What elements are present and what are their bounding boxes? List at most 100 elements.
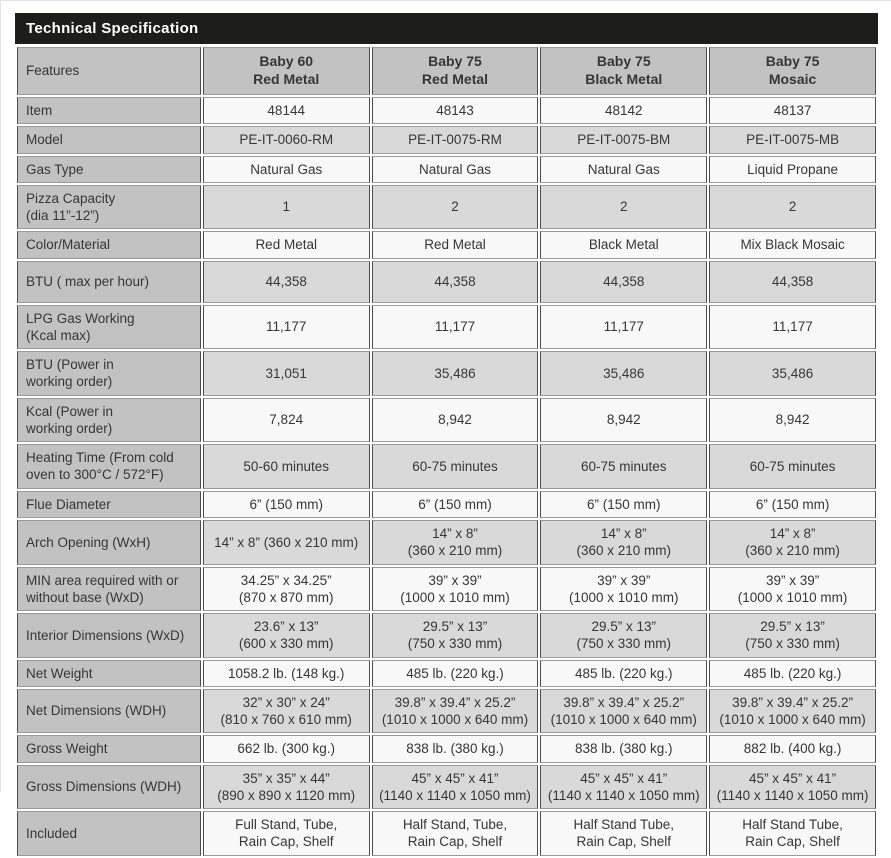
feature-cell: Arch Opening (WxH)	[17, 519, 201, 565]
feature-cell: BTU ( max per hour)	[17, 260, 201, 303]
value-cell: 14” x 8” (360 x 210 mm)	[540, 519, 708, 565]
value-cell: 14” x 8” (360 x 210 mm)	[202, 519, 370, 565]
column-header-line2: Mosaic	[768, 71, 817, 87]
value-cell: 11,177	[371, 304, 539, 350]
column-header-baby75-red-metal: Baby 75 Red Metal	[371, 47, 539, 95]
value-cell: 11,177	[709, 304, 876, 350]
value-cell: 39.8” x 39.4” x 25.2” (1010 x 1000 x 640…	[540, 688, 708, 734]
value-cell: 662 lb. (300 kg.)	[202, 735, 370, 763]
feature-cell: MIN area required with or without base (…	[17, 566, 201, 612]
value-cell: 35,486	[709, 351, 876, 396]
value-cell: 23.6” x 13” (600 x 330 mm)	[202, 613, 370, 658]
value-cell: 29.5” x 13” (750 x 330 mm)	[709, 613, 876, 658]
feature-cell: Included	[17, 811, 201, 856]
table-row-included: Included Full Stand, Tube, Rain Cap, She…	[17, 811, 876, 856]
value-cell: 485 lb. (220 kg.)	[540, 659, 708, 687]
value-cell: 35,486	[371, 351, 539, 396]
column-header-line1: Baby 75	[765, 53, 820, 70]
feature-cell: Color/Material	[17, 231, 201, 259]
value-cell: 838 lb. (380 kg.)	[540, 735, 708, 763]
value-cell: 44,358	[202, 260, 370, 303]
feature-cell: Gross Weight	[17, 735, 201, 763]
value-cell: 29.5” x 13” (750 x 330 mm)	[540, 613, 708, 658]
feature-cell: Gas Type	[17, 155, 201, 183]
column-header-line1: Baby 75	[428, 53, 482, 70]
value-cell: Half Stand Tube, Rain Cap, Shelf	[709, 811, 876, 856]
value-cell: 838 lb. (380 kg.)	[371, 735, 539, 763]
value-cell: 32” x 30” x 24” (810 x 760 x 610 mm)	[202, 688, 370, 734]
value-cell: 44,358	[540, 260, 708, 303]
value-cell: 44,358	[709, 260, 876, 303]
value-cell: PE-IT-0075-MB	[709, 126, 876, 154]
table-row-item: Item 48144 48143 48142 48137	[17, 97, 876, 125]
value-cell: Black Metal	[540, 231, 708, 259]
value-cell: 39” x 39” (1000 x 1010 mm)	[540, 566, 708, 612]
table-row-arch-opening: Arch Opening (WxH) 14” x 8” (360 x 210 m…	[17, 519, 876, 565]
value-cell: Natural Gas	[540, 155, 708, 183]
table-row-min-area: MIN area required with or without base (…	[17, 566, 876, 612]
value-cell: PE-IT-0075-BM	[540, 126, 708, 154]
value-cell: 48142	[540, 97, 708, 125]
value-cell: Half Stand, Tube, Rain Cap, Shelf	[371, 811, 539, 856]
value-cell: 39” x 39” (1000 x 1010 mm)	[709, 566, 876, 612]
feature-cell: Net Dimensions (WDH)	[17, 688, 201, 734]
value-cell: 1058.2 lb. (148 kg.)	[202, 659, 370, 687]
table-row-lpg-gas-working: LPG Gas Working (Kcal max) 11,177 11,177…	[17, 304, 876, 350]
value-cell: 48143	[371, 97, 539, 125]
value-cell: 45” x 45” x 41” (1140 x 1140 x 1050 mm)	[371, 764, 539, 810]
value-cell: Natural Gas	[202, 155, 370, 183]
value-cell: 485 lb. (220 kg.)	[371, 659, 539, 687]
feature-cell: Item	[17, 97, 201, 125]
table-row-interior-dimensions: Interior Dimensions (WxD) 23.6” x 13” (6…	[17, 613, 876, 658]
value-cell: 8,942	[371, 397, 539, 443]
table-row-heating-time: Heating Time (From cold oven to 300°C / …	[17, 444, 876, 489]
feature-cell: BTU (Power in working order)	[17, 351, 201, 396]
table-row-btu-working: BTU (Power in working order) 31,051 35,4…	[17, 351, 876, 396]
table-row-net-dimensions: Net Dimensions (WDH) 32” x 30” x 24” (81…	[17, 688, 876, 734]
value-cell: Liquid Propane	[709, 155, 876, 183]
value-cell: Natural Gas	[371, 155, 539, 183]
value-cell: 14” x 8” (360 x 210 mm)	[709, 519, 876, 565]
value-cell: 6” (150 mm)	[202, 490, 370, 518]
column-header-baby75-mosaic: Baby 75 Mosaic	[709, 47, 876, 95]
value-cell: 60-75 minutes	[371, 444, 539, 489]
value-cell: 48137	[709, 97, 876, 125]
value-cell: 8,942	[709, 397, 876, 443]
table-row-gross-weight: Gross Weight 662 lb. (300 kg.) 838 lb. (…	[17, 735, 876, 763]
header-row: Features Baby 60 Red Metal Baby 75 Red M…	[17, 47, 876, 95]
value-cell: 45” x 45” x 41” (1140 x 1140 x 1050 mm)	[540, 764, 708, 810]
column-header-line1: Baby 75	[596, 53, 651, 70]
value-cell: 44,358	[371, 260, 539, 303]
column-header-line2: Red Metal	[253, 71, 320, 87]
table-row-gross-dimensions: Gross Dimensions (WDH) 35” x 35” x 44” (…	[17, 764, 876, 810]
value-cell: 11,177	[202, 304, 370, 350]
value-cell: 39.8” x 39.4” x 25.2” (1010 x 1000 x 640…	[371, 688, 539, 734]
value-cell: 882 lb. (400 kg.)	[709, 735, 876, 763]
value-cell: Full Stand, Tube, Rain Cap, Shelf	[202, 811, 370, 856]
feature-cell: Gross Dimensions (WDH)	[17, 764, 201, 810]
value-cell: 14” x 8” (360 x 210 mm)	[371, 519, 539, 565]
value-cell: Half Stand Tube, Rain Cap, Shelf	[540, 811, 708, 856]
value-cell: 2	[540, 184, 708, 230]
column-header-baby75-black-metal: Baby 75 Black Metal	[540, 47, 708, 95]
value-cell: Red Metal	[202, 231, 370, 259]
table-row-net-weight: Net Weight 1058.2 lb. (148 kg.) 485 lb. …	[17, 659, 876, 687]
value-cell: 6” (150 mm)	[371, 490, 539, 518]
table-row-kcal-working: Kcal (Power in working order) 7,824 8,94…	[17, 397, 876, 443]
feature-cell: Model	[17, 126, 201, 154]
value-cell: 34.25” x 34.25” (870 x 870 mm)	[202, 566, 370, 612]
table-row-color-material: Color/Material Red Metal Red Metal Black…	[17, 231, 876, 259]
value-cell: Red Metal	[371, 231, 539, 259]
page-title: Technical Specification	[26, 20, 199, 37]
value-cell: Mix Black Mosaic	[709, 231, 876, 259]
spec-table: Features Baby 60 Red Metal Baby 75 Red M…	[15, 45, 878, 858]
value-cell: 2	[371, 184, 539, 230]
value-cell: PE-IT-0060-RM	[202, 126, 370, 154]
value-cell: 29.5” x 13” (750 x 330 mm)	[371, 613, 539, 658]
feature-cell: Interior Dimensions (WxD)	[17, 613, 201, 658]
value-cell: 7,824	[202, 397, 370, 443]
value-cell: 45” x 45” x 41” (1140 x 1140 x 1050 mm)	[709, 764, 876, 810]
feature-cell: Net Weight	[17, 659, 201, 687]
value-cell: 50-60 minutes	[202, 444, 370, 489]
